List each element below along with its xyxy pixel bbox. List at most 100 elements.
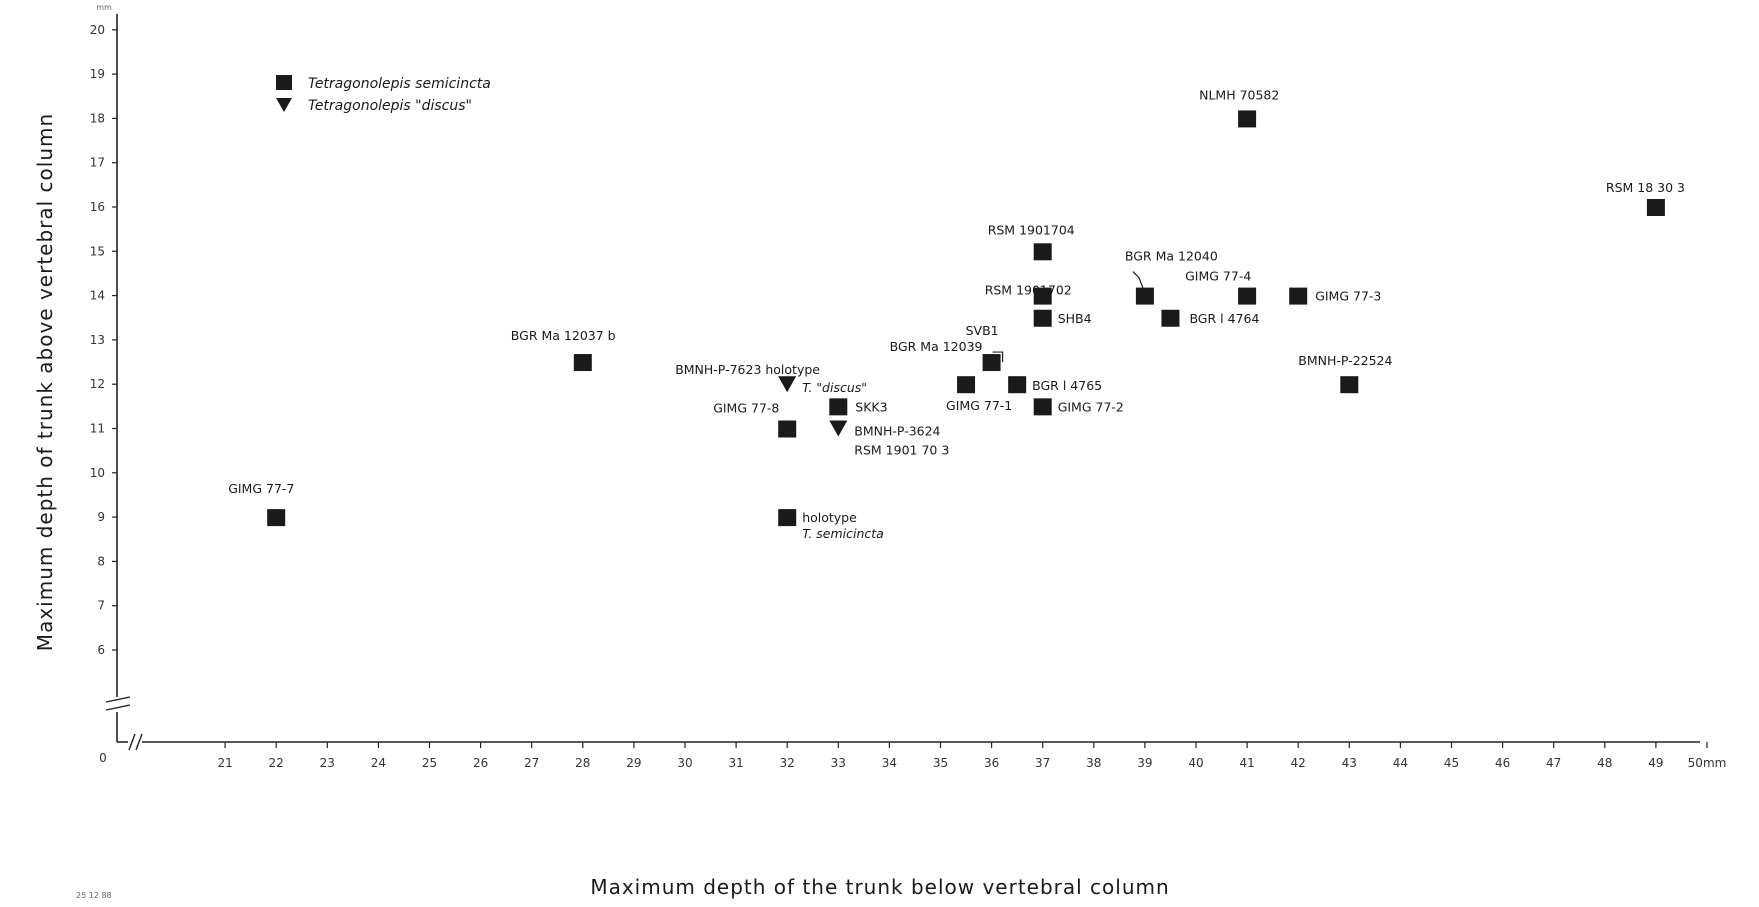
x-origin-tick-label: 0 [99,751,107,765]
data-point-label: RSM 18 30 3 [1606,180,1685,195]
data-point-label: RSM 1901704 [988,222,1075,237]
data-point-label: T. "discus" [802,380,867,395]
y-tick-label: 17 [90,156,105,170]
point-labels: GIMG 77-7 BGR Ma 12037 b GIMG 77-8 holotype… [228,87,1685,541]
data-point-semicincta [1135,287,1154,305]
x-tick-label: 36 [984,756,999,770]
data-point-semicincta [1033,398,1052,416]
y-tick-label: 18 [90,111,105,125]
x-tick-label: 44 [1393,756,1408,770]
data-point-label: RSM 1901702 [985,283,1072,298]
x-tick-label: 38 [1086,756,1101,770]
x-tick-label: 50mm [1688,756,1727,770]
data-point-label: SKK3 [855,399,887,414]
data-point-label: holotype [802,510,857,525]
x-tick-label: 21 [217,756,232,770]
data-point-semicincta [1238,287,1257,305]
data-point-label: NLMH 70582 [1199,87,1279,102]
x-tick-label: 40 [1188,756,1203,770]
x-tick-label: 43 [1342,756,1357,770]
x-tick-label: 25 [422,756,437,770]
x-tick-label: 22 [269,756,284,770]
data-point-label: SHB4 [1058,311,1092,326]
data-point-semicincta [1289,287,1308,305]
y-tick-label: 6 [97,643,105,657]
data-point-label: T. semicincta [802,526,884,541]
legend-triangle-icon [276,98,292,112]
x-tick-label: 48 [1597,756,1612,770]
data-point-label: BGR l 4765 [1032,378,1102,393]
label-leader [1132,271,1144,288]
data-point-label: GIMG 77-7 [228,481,294,496]
data-point-label: GIMG 77-2 [1058,399,1124,414]
data-point-semicincta [778,420,797,438]
data-point-semicincta [1238,110,1257,128]
data-point-label: GIMG 77-8 [713,401,779,416]
legend-label: Tetragonolepis "discus" [308,98,472,114]
x-tick-label: 31 [728,756,743,770]
data-point-semicincta [957,376,976,394]
x-tick-label: 35 [933,756,948,770]
x-tick-label: 45 [1444,756,1459,770]
label-leader [992,351,1004,363]
y-tick-label: 10 [90,466,105,480]
data-point-label: RSM 1901 70 3 [854,443,949,458]
data-point-semicincta [1340,376,1359,394]
x-tick-label: 42 [1291,756,1306,770]
data-marks [267,110,1665,527]
data-point-label: BGR Ma 12037 b [511,328,616,343]
legend-label: Tetragonolepis semicincta [308,76,491,92]
data-point-semicincta [778,509,797,527]
x-tick-label: 29 [626,756,641,770]
y-tick-label: 16 [90,200,105,214]
x-tick-label: 24 [371,756,386,770]
y-tick-label: 7 [97,599,105,613]
y-tick-label: 15 [90,244,105,258]
x-tick-label: 37 [1035,756,1050,770]
x-tick-label: 32 [780,756,795,770]
data-point-label: GIMG 77-3 [1315,289,1381,304]
data-point-label: BMNH-P-7623 holotype [675,362,820,377]
data-point-semicincta [1008,376,1027,394]
x-tick-label: 41 [1239,756,1254,770]
x-tick-label: 26 [473,756,488,770]
axes [105,14,1700,751]
x-tick-label: 23 [320,756,335,770]
y-tick-label: 14 [90,289,105,303]
data-point-label: GIMG 77-1 [946,398,1012,413]
y-tick-label: 13 [90,333,105,347]
corner-note: 25 12 88 [76,891,112,900]
y-tick-label: 12 [90,377,105,391]
data-point-label: BGR Ma 12040 [1125,249,1218,264]
x-tick-label: 46 [1495,756,1510,770]
x-tick-label: 28 [575,756,590,770]
y-tick-label: 20 [90,23,105,37]
x-tick-label: 30 [677,756,692,770]
data-point-label: BMNH-P-3624 [854,424,940,439]
data-point-label: BMNH-P-22524 [1298,353,1392,368]
x-tick-label: 49 [1648,756,1663,770]
y-axis-unit: mm [96,3,112,12]
y-tick-label: 11 [90,422,105,436]
x-tick-label: 39 [1137,756,1152,770]
y-axis-title: Maximum depth of trunk above vertebral c… [33,113,57,651]
data-point-semicincta [1161,309,1180,327]
y-tick-label: 8 [97,554,105,568]
x-axis-break-mark [128,733,136,751]
data-point-semicincta [1033,243,1052,261]
data-point-semicincta [267,509,286,527]
y-axis-break-mark [105,704,131,711]
data-point-label: SVB1 [966,323,999,338]
data-point-label: BGR l 4764 [1189,311,1259,326]
x-axis-break-mark [135,733,143,751]
x-axis-title: Maximum depth of the trunk below vertebr… [590,875,1169,899]
y-tick-label: 9 [97,510,105,524]
data-point-label: GIMG 77-4 [1185,269,1251,284]
data-point-semicincta [1033,287,1052,305]
data-point-discus [778,376,797,393]
ticks: 0 6 7 8 9 10 11 12 13 14 15 16 17 18 19 20 mm 21 22 23 24 25 2… [90,3,1727,770]
data-point-semicincta [982,354,1001,372]
x-tick-label: 34 [882,756,897,770]
x-tick-label: 47 [1546,756,1561,770]
data-point-semicincta [1033,309,1052,327]
